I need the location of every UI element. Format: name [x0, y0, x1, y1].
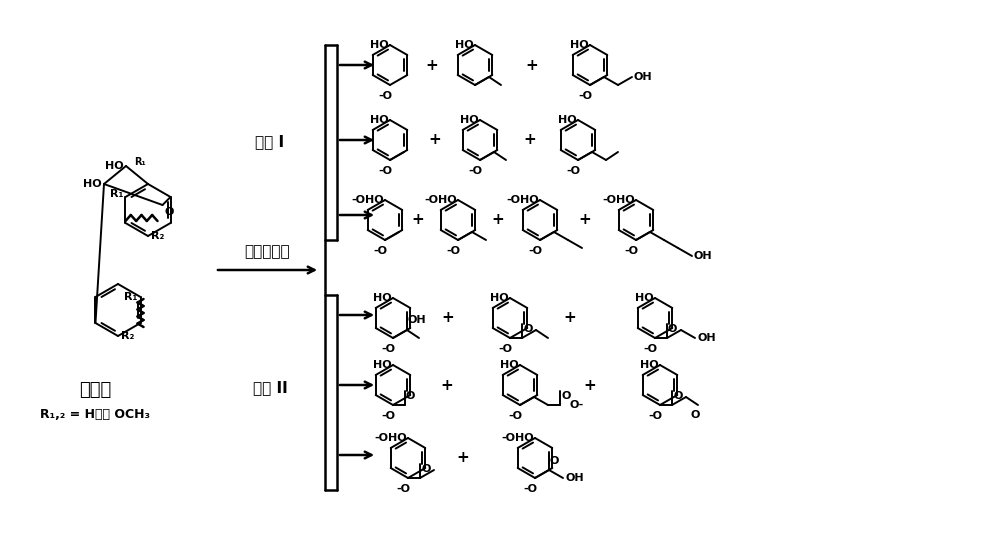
Text: O: O — [690, 410, 700, 420]
Text: HO: HO — [500, 360, 519, 370]
Text: -O: -O — [502, 433, 516, 443]
Text: 产物 I: 产物 I — [255, 134, 285, 149]
Text: -O: -O — [523, 484, 537, 494]
Text: O: O — [550, 456, 559, 466]
Text: HO: HO — [373, 293, 392, 303]
Text: HO: HO — [640, 360, 659, 370]
Text: +: + — [442, 311, 454, 326]
Text: HO: HO — [520, 195, 539, 205]
Text: -O: -O — [648, 411, 662, 421]
Text: -O: -O — [378, 166, 392, 176]
Text: -O: -O — [425, 195, 439, 205]
Text: OH: OH — [408, 315, 427, 325]
Text: O: O — [673, 391, 682, 401]
Text: HO: HO — [515, 433, 534, 443]
Text: HO: HO — [373, 360, 392, 370]
Text: +: + — [441, 377, 453, 392]
Text: HO: HO — [83, 179, 102, 189]
Text: HO: HO — [105, 161, 124, 171]
Text: O: O — [668, 324, 677, 334]
Text: 新、旧工艺: 新、旧工艺 — [244, 245, 290, 260]
Text: -O: -O — [396, 484, 410, 494]
Text: +: + — [492, 213, 504, 228]
Text: -O: -O — [381, 411, 395, 421]
Text: -O: -O — [566, 166, 580, 176]
Text: HO: HO — [490, 293, 509, 303]
Text: HO: HO — [558, 115, 577, 125]
Text: -O: -O — [643, 344, 657, 354]
Text: OH: OH — [634, 72, 653, 82]
Text: -O: -O — [468, 166, 482, 176]
Text: O-: O- — [570, 400, 584, 410]
Text: +: + — [524, 133, 536, 148]
Text: R₁: R₁ — [110, 189, 123, 199]
Text: O: O — [165, 207, 174, 217]
Text: 木质素: 木质素 — [79, 381, 111, 399]
Text: R₁: R₁ — [124, 292, 138, 302]
Text: +: + — [429, 133, 441, 148]
Text: -O: -O — [378, 91, 392, 101]
Text: HO: HO — [570, 40, 589, 50]
Text: R₁: R₁ — [134, 157, 146, 167]
Text: OH: OH — [697, 333, 716, 343]
Text: -O: -O — [507, 195, 521, 205]
Text: HO: HO — [365, 195, 384, 205]
Text: +: + — [457, 450, 469, 465]
Text: -O: -O — [603, 195, 617, 205]
Text: R₁,₂ = H或者 OCH₃: R₁,₂ = H或者 OCH₃ — [40, 408, 150, 422]
Text: -O: -O — [375, 433, 389, 443]
Text: HO: HO — [455, 40, 474, 50]
Text: HO: HO — [370, 115, 389, 125]
Text: +: + — [526, 58, 538, 72]
Text: -O: -O — [373, 246, 387, 256]
Text: -O: -O — [446, 246, 460, 256]
Text: +: + — [426, 58, 438, 72]
Text: -O: -O — [498, 344, 512, 354]
Text: 产物 II: 产物 II — [253, 381, 287, 395]
Text: R₂: R₂ — [121, 331, 134, 341]
Text: OH: OH — [565, 473, 584, 483]
Text: HO: HO — [438, 195, 457, 205]
Text: +: + — [579, 213, 591, 228]
Text: -O: -O — [624, 246, 638, 256]
Text: O: O — [561, 391, 570, 401]
Text: -O: -O — [578, 91, 592, 101]
Text: HO: HO — [370, 40, 389, 50]
Text: R₂: R₂ — [151, 231, 164, 241]
Text: O: O — [523, 324, 532, 334]
Text: -O: -O — [508, 411, 522, 421]
Text: -O: -O — [381, 344, 395, 354]
Text: O: O — [421, 464, 430, 474]
Text: HO: HO — [388, 433, 407, 443]
Text: O: O — [406, 391, 415, 401]
Text: HO: HO — [635, 293, 654, 303]
Text: +: + — [584, 377, 596, 392]
Text: HO: HO — [616, 195, 635, 205]
Text: -O: -O — [352, 195, 366, 205]
Text: OH: OH — [694, 251, 713, 261]
Text: +: + — [412, 213, 424, 228]
Text: -O: -O — [528, 246, 542, 256]
Text: HO: HO — [460, 115, 479, 125]
Text: +: + — [564, 311, 576, 326]
